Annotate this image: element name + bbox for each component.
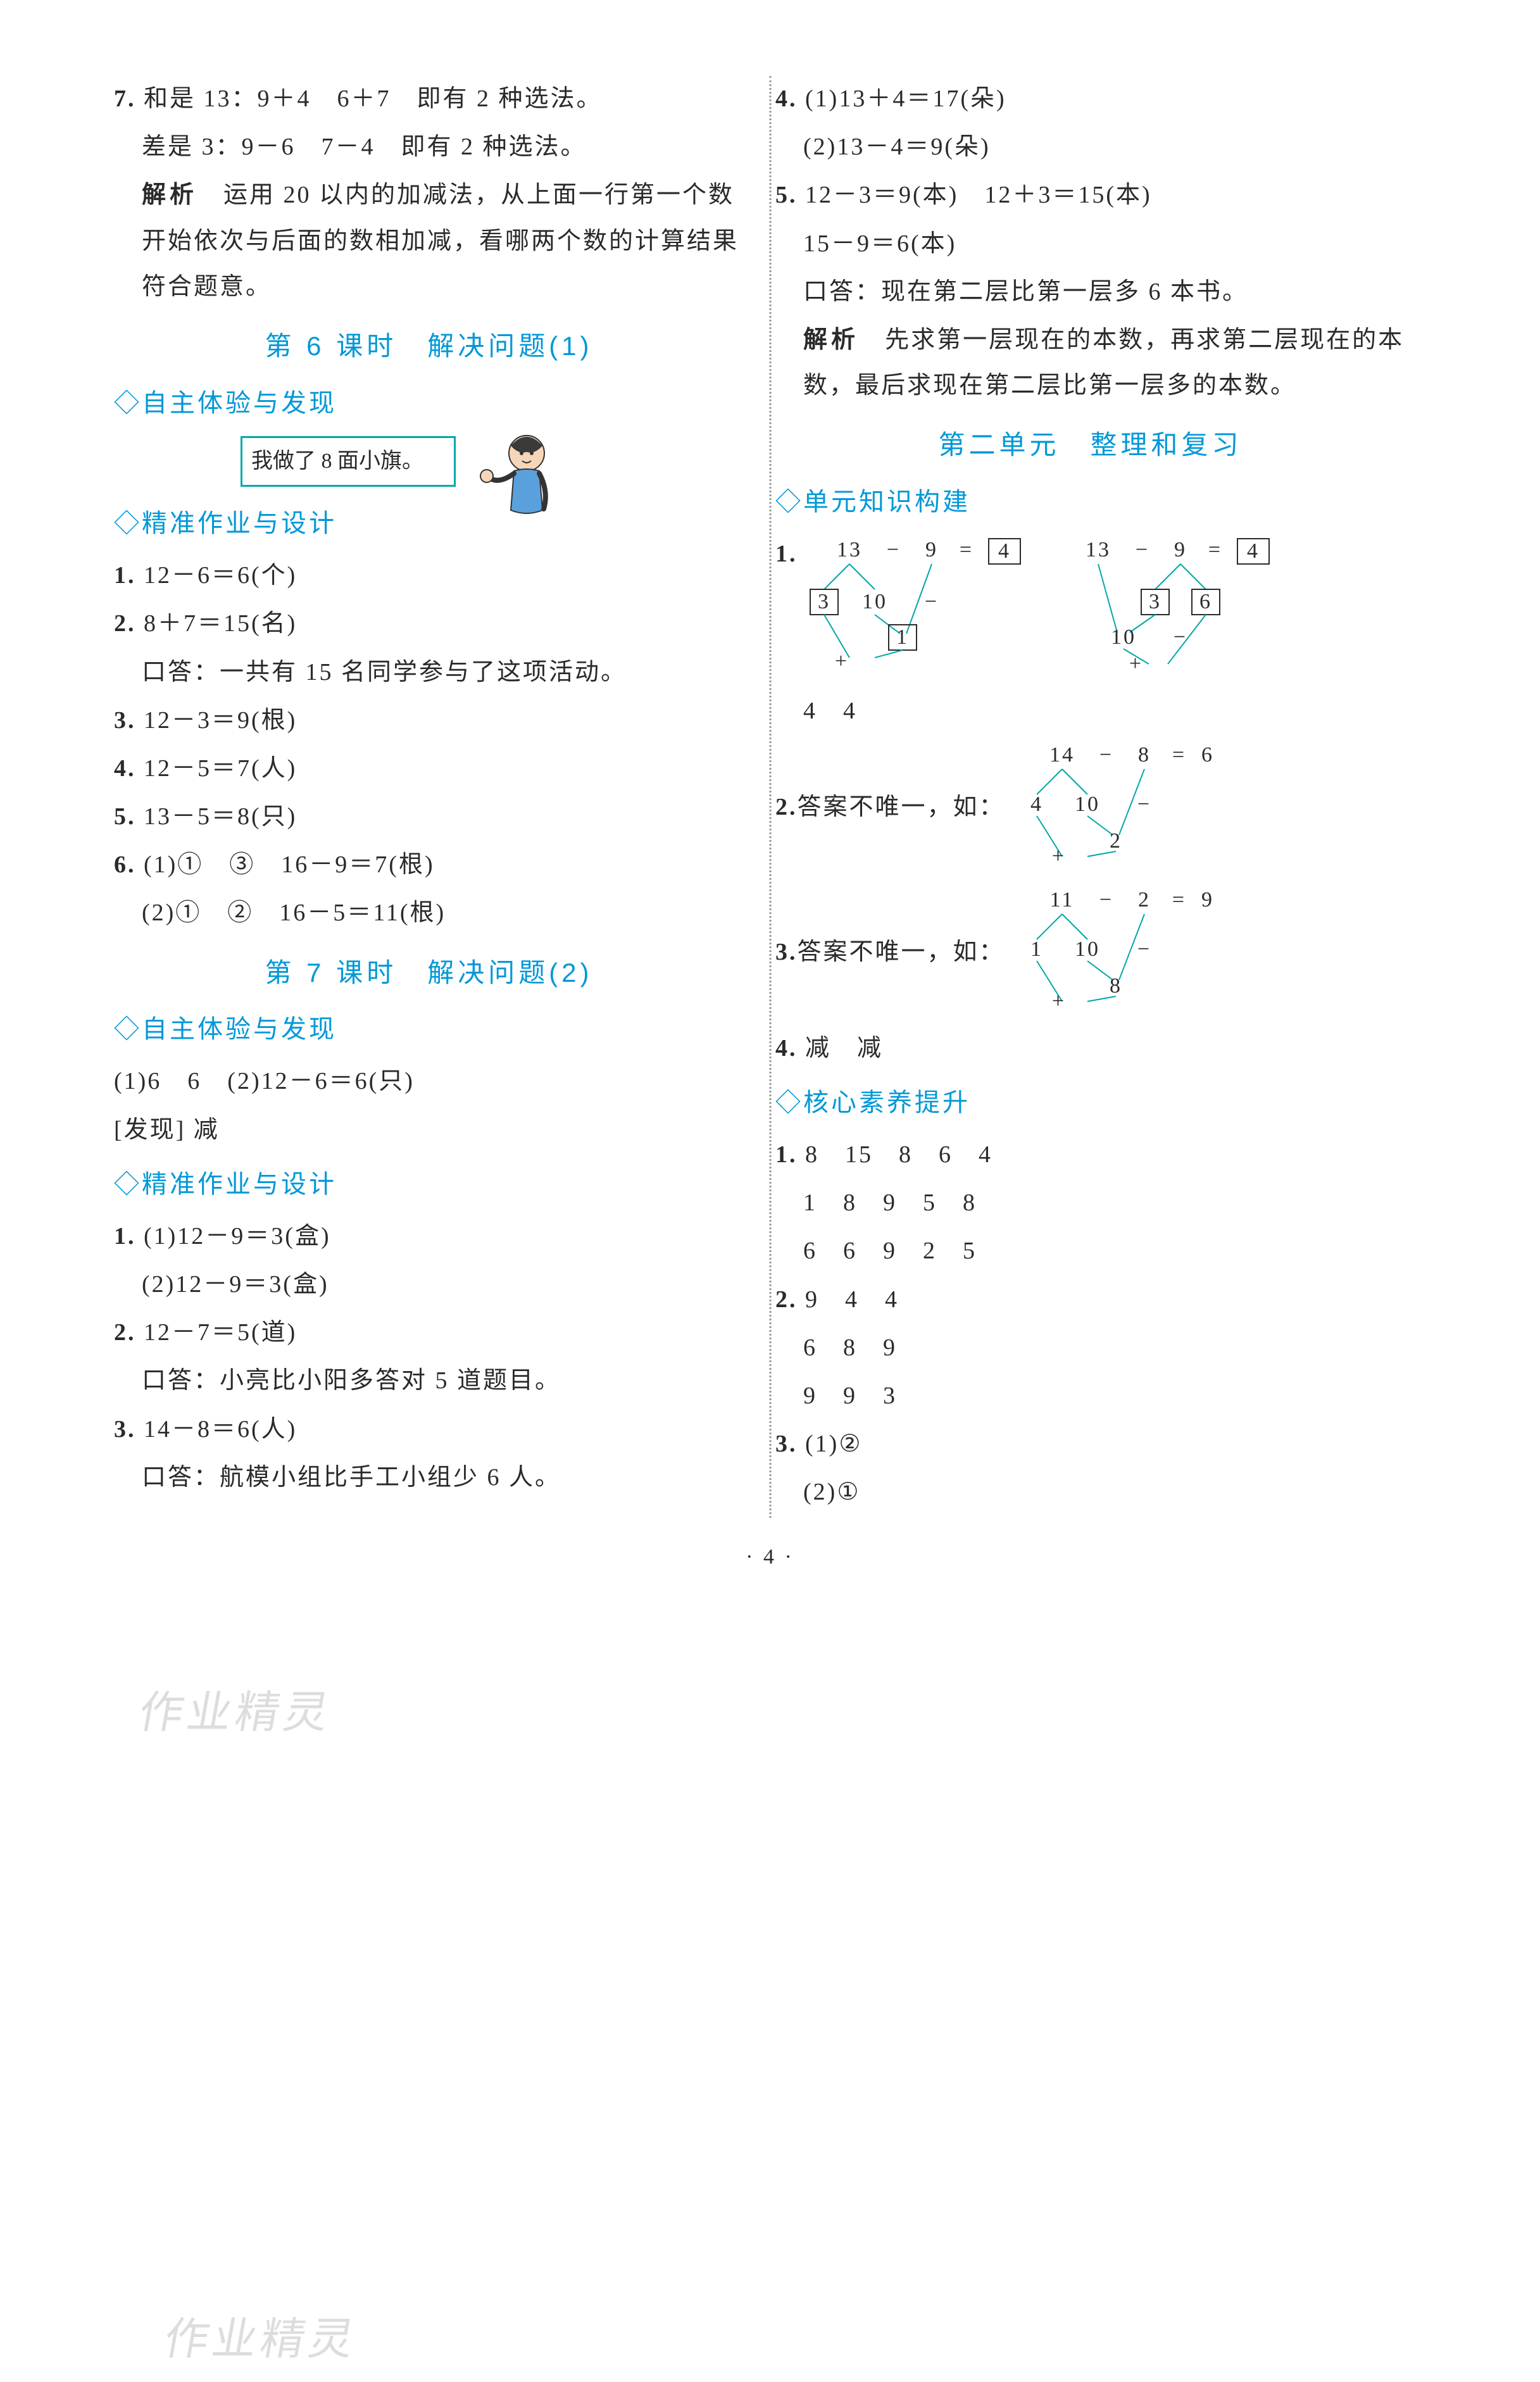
svg-text:9: 9 <box>925 538 938 561</box>
l7-3k: 口答：航模小组比手工小组少 6 人。 <box>114 1455 744 1500</box>
unit-title: 第二单元 整理和复习 <box>775 420 1405 470</box>
l7-2k: 口答：小亮比小阳多答对 5 道题目。 <box>114 1358 744 1403</box>
left-column: 7. 和是 13：9＋4 6＋7 即有 2 种选法。 差是 3：9－6 7－4 … <box>114 76 744 1518</box>
diagram-1-right: 13 − 9 = 4 3 6 10 <box>1054 531 1294 686</box>
svg-text:−: − <box>1173 625 1187 649</box>
svg-text:4: 4 <box>1247 539 1260 563</box>
core-2c: 9 9 3 <box>775 1373 1405 1419</box>
svg-text:10: 10 <box>1111 625 1136 649</box>
svg-text:3: 3 <box>818 590 830 613</box>
svg-text:−: − <box>1099 743 1113 767</box>
right-column: 4. (1)13＋4＝17(朵) (2)13－4＝9(朵) 5. 12－3＝9(… <box>775 76 1405 1518</box>
core-3b: (2)① <box>775 1469 1405 1515</box>
svg-text:9: 9 <box>1174 538 1187 561</box>
l6-2k: 口答：一共有 15 名同学参与了这项活动。 <box>114 649 744 695</box>
column-divider <box>769 76 771 1518</box>
l6-6a: 6. (1)① ③ 16－9＝7(根) <box>114 842 744 887</box>
section-core: ◇核心素养提升 <box>775 1079 1405 1127</box>
svg-text:14: 14 <box>1049 743 1075 767</box>
l6-1: 1. 12－6＝6(个) <box>114 553 744 598</box>
svg-text:+: + <box>835 649 849 670</box>
core-1: 1. 8 15 8 6 4 <box>775 1132 1405 1177</box>
svg-text:3: 3 <box>1149 590 1161 613</box>
svg-text:−: − <box>1137 937 1151 961</box>
r-q5b: 15－9＝6(本) <box>775 221 1405 266</box>
svg-text:=: = <box>960 538 973 561</box>
l6-3: 3. 12－3＝9(根) <box>114 698 744 743</box>
section-self-discover-2: ◇自主体验与发现 <box>114 1005 744 1053</box>
svg-text:4: 4 <box>1030 793 1043 816</box>
cartoon-child-icon <box>460 428 561 523</box>
r-q5a: 5. 12－3＝9(本) 12＋3＝15(本) <box>775 172 1405 218</box>
core-1c: 6 6 9 2 5 <box>775 1228 1405 1274</box>
svg-text:=: = <box>1208 538 1222 561</box>
section-self-discover-1: ◇自主体验与发现 <box>114 379 744 427</box>
svg-text:10: 10 <box>1075 937 1100 961</box>
svg-text:=: = <box>1172 743 1186 767</box>
svg-text:1: 1 <box>1030 937 1043 961</box>
svg-text:=: = <box>1172 888 1186 912</box>
d2-row: 2. 答案不唯一，如： 14 − 8 = 6 4 10 − <box>775 736 1405 878</box>
section-unit-knowledge: ◇单元知识构建 <box>775 478 1405 526</box>
lesson7-title: 第 7 课时 解决问题(2) <box>114 948 744 998</box>
svg-text:+: + <box>1051 844 1065 863</box>
section-homework-2: ◇精准作业与设计 <box>114 1160 744 1208</box>
diagram-3: 11 − 2 = 9 1 10 − 8 <box>1005 881 1233 1023</box>
r-q5k: 口答：现在第二层比第一层多 6 本书。 <box>775 269 1405 315</box>
watermark-1: 作业精灵 <box>132 1671 339 1755</box>
svg-text:−: − <box>887 538 901 561</box>
svg-text:10: 10 <box>1075 793 1100 816</box>
l7-2: 2. 12－7＝5(道) <box>114 1310 744 1355</box>
svg-text:11: 11 <box>1049 888 1074 912</box>
speech-bubble: 我做了 8 面小旗。 <box>241 436 456 487</box>
l7-1a: 1. (1)12－9＝3(盒) <box>114 1213 744 1259</box>
svg-text:10: 10 <box>862 590 887 613</box>
svg-text:2: 2 <box>1138 888 1151 912</box>
svg-text:−: − <box>1137 793 1151 816</box>
r-q4b: (2)13－4＝9(朵) <box>775 124 1405 170</box>
l7a-1: (1)6 6 (2)12－6＝6(只) <box>114 1058 744 1104</box>
svg-text:−: − <box>1099 888 1113 912</box>
svg-text:1: 1 <box>896 625 909 649</box>
q7-analysis: 解析 运用 20 以内的加减法，从上面一行第一个数开始依次与后面的数相加减，看哪… <box>114 172 744 310</box>
q7-line1: 7. 和是 13：9＋4 6＋7 即有 2 种选法。 <box>114 76 744 122</box>
page-number: · 4 · <box>114 1537 1426 1578</box>
svg-text:13: 13 <box>1086 538 1111 561</box>
l7-3: 3. 14－8＝6(人) <box>114 1407 744 1452</box>
svg-text:4: 4 <box>998 539 1011 563</box>
svg-text:9: 9 <box>1201 888 1214 912</box>
l7-1b: (2)12－9＝3(盒) <box>114 1262 744 1307</box>
lesson6-title: 第 6 课时 解决问题(1) <box>114 321 744 372</box>
svg-text:2: 2 <box>1110 829 1122 853</box>
diagram-1-left: 13 − 9 = 4 3 10 − <box>805 531 1046 686</box>
l6-2: 2. 8＋7＝15(名) <box>114 601 744 646</box>
r-q5-analysis: 解析 先求第一层现在的本数，再求第二层现在的本数，最后求现在第二层比第一层多的本… <box>775 317 1405 408</box>
core-3a: 3. (1)② <box>775 1421 1405 1467</box>
core-1b: 1 8 9 5 8 <box>775 1180 1405 1225</box>
r-q4r: 4. 减 减 <box>775 1025 1405 1071</box>
r-q4a: 4. (1)13＋4＝17(朵) <box>775 76 1405 122</box>
d1-bottom: 4 4 <box>775 688 1405 734</box>
section-homework-1: ◇精准作业与设计 <box>114 499 744 548</box>
diagram-2: 14 − 8 = 6 4 10 − 2 <box>1005 736 1233 878</box>
core-2: 2. 9 4 4 <box>775 1277 1405 1322</box>
core-2b: 6 8 9 <box>775 1325 1405 1370</box>
svg-text:8: 8 <box>1138 743 1151 767</box>
l6-4: 4. 12－5＝7(人) <box>114 746 744 791</box>
q7-line2: 差是 3：9－6 7－4 即有 2 种选法。 <box>114 124 744 170</box>
svg-text:6: 6 <box>1201 743 1214 767</box>
svg-text:+: + <box>1129 652 1142 670</box>
svg-text:−: − <box>1135 538 1149 561</box>
d1-row: 1. 13 − 9 = 4 3 10 − <box>775 531 1405 686</box>
svg-text:6: 6 <box>1199 590 1212 613</box>
svg-text:−: − <box>925 590 939 613</box>
l6-6b: (2)① ② 16－5＝11(根) <box>114 890 744 936</box>
d3-row: 3. 答案不唯一，如： 11 − 2 = 9 1 10 − <box>775 881 1405 1023</box>
svg-text:+: + <box>1051 989 1065 1008</box>
l6-5: 5. 13－5＝8(只) <box>114 794 744 839</box>
svg-text:13: 13 <box>837 538 862 561</box>
watermark-2: 作业精灵 <box>157 2298 364 2382</box>
svg-text:8: 8 <box>1110 974 1122 998</box>
l7a-2: [发现] 减 <box>114 1107 744 1153</box>
